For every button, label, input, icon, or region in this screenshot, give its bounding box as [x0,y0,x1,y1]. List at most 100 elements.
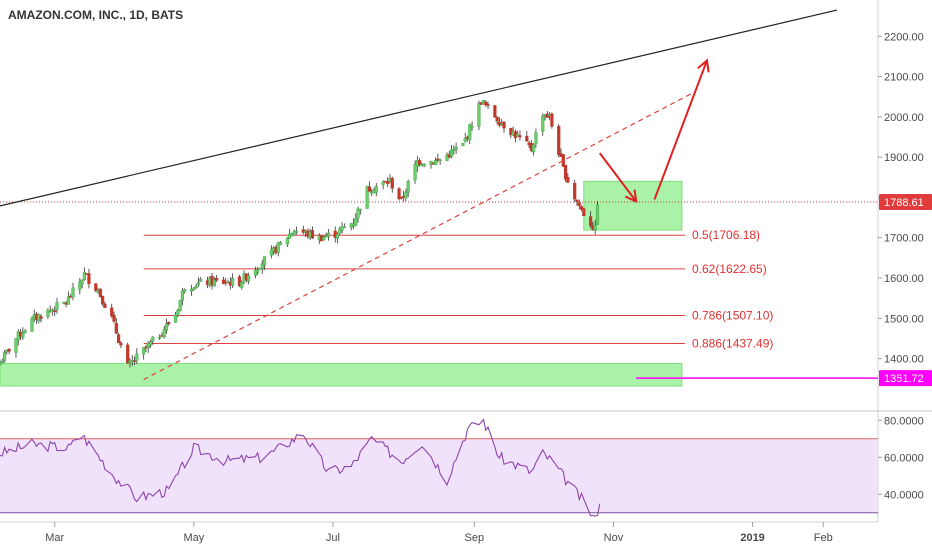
price-tick-label: 1700.00 [884,233,924,245]
candle-body [215,278,219,281]
candle-body [189,288,194,292]
candle-body [276,242,280,253]
candle-body [178,299,182,312]
candle-body [231,277,235,286]
candle-body [575,199,579,202]
rsi-tick-label: 60.0000 [884,452,924,464]
candle-body [192,288,196,290]
candle-body [449,149,454,157]
price-tick-label: 1500.00 [884,313,924,325]
candle-body [158,337,162,339]
candle-body [148,341,153,346]
candle-body [103,303,107,308]
trendlines-layer [0,9,838,381]
candle-body [502,121,506,129]
time-tick-label: Mar [45,532,64,544]
candle-body [142,347,146,355]
candle-body [0,361,4,364]
candle-body [212,279,216,287]
candle-body [87,273,91,284]
candle-body [582,208,586,217]
candle-body [374,185,378,193]
candle-body [135,353,139,361]
green-zone-0 [583,180,683,231]
candle-body [463,138,467,142]
candle-body [30,318,34,332]
rsi-band [0,438,878,513]
support-level-badge [879,370,932,387]
candle-body [566,177,570,183]
candle-body [326,232,330,237]
candle-body [381,181,385,185]
green-zone-1 [0,362,683,387]
candle-body [495,117,499,122]
candle-body [146,343,150,349]
candle-body [310,230,315,239]
candle-body [62,301,66,304]
candle-body [116,334,121,344]
candle-body [21,332,25,338]
candle-body [335,234,340,239]
current-price-badge-label: 1788.61 [884,197,924,209]
candle-body [563,164,568,180]
fib-level-label-2: 0.786(1507.10) [692,308,773,322]
candle-body [162,329,166,338]
candle-body [573,182,577,200]
candle-body [180,290,185,301]
time-tick-label: May [183,532,204,544]
candle-body [110,307,114,317]
candle-body [196,282,201,286]
candle-body [595,204,600,225]
candle-body [0,362,2,366]
candle-body [356,208,360,219]
candle-body [151,336,155,342]
candle-body [66,296,71,305]
rsi-tick-label: 80.0000 [884,415,924,427]
candle-body [174,314,178,323]
candle-body [53,310,57,312]
price-tick-label: 2100.00 [884,72,924,84]
candle-body [46,309,50,317]
candle-body [534,132,538,145]
candle-body [386,181,390,184]
candle-body [477,103,481,127]
axes-layer: 1400.001500.001600.001700.001800.001900.… [45,31,932,544]
zones-layer [0,180,683,387]
candle-body [164,323,169,331]
candle-body [324,235,328,238]
candle-body [14,338,18,353]
candle-body [532,144,536,153]
candle-body [114,322,118,334]
candle-body [433,160,438,166]
candle-body [183,289,187,292]
candle-body [278,242,283,245]
candle-body [413,164,417,181]
projection-arrowhead-1 [697,58,710,73]
candle-body [126,344,130,364]
rsi-line [0,418,601,517]
candle-body [112,314,116,322]
candle-body [256,269,260,273]
chart-title: AMAZON.COM, INC., 1D, BATS [8,8,183,22]
candle-body [550,113,554,127]
price-tick-label: 1600.00 [884,273,924,285]
price-tick-label: 1900.00 [884,152,924,164]
candle-body [397,188,401,200]
candle-body [561,154,565,167]
candle-body [23,330,27,333]
candle-body [260,263,264,269]
candle-body [589,216,593,227]
candle-body [78,282,82,290]
candle-body [132,360,137,362]
candlestick-series [0,100,600,368]
candle-body [292,230,296,236]
candle-body [237,276,242,287]
candle-body [579,206,584,210]
candle-body [486,104,490,106]
candle-body [367,186,372,192]
candle-body [101,295,105,305]
candle-body [418,160,422,165]
candle-body [454,147,458,151]
candle-body [461,142,465,146]
